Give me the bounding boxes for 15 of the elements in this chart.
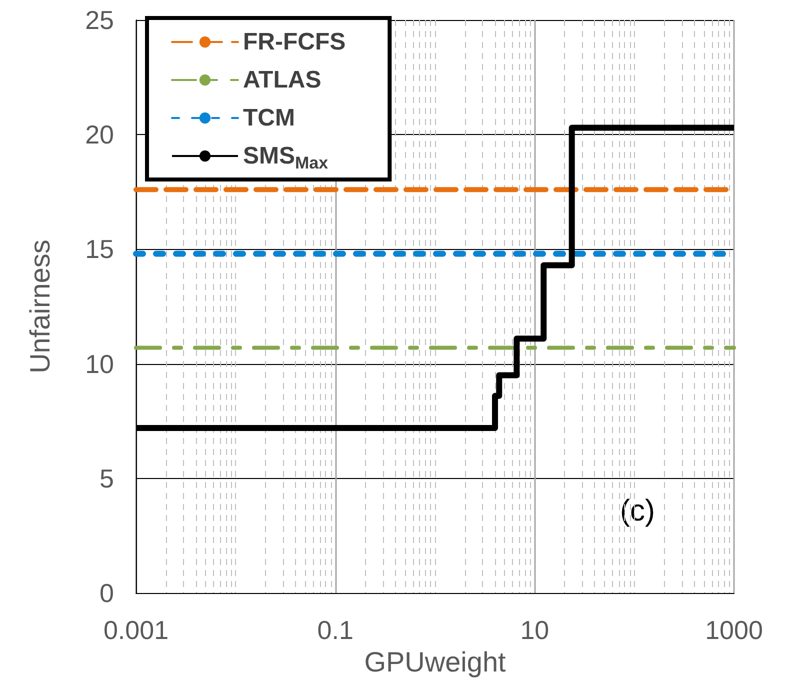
legend-label: ATLAS (243, 66, 322, 94)
x-axis-title: GPUweight (364, 646, 506, 678)
y-tick-label: 25 (85, 5, 114, 35)
legend-label: TCM (243, 104, 295, 132)
legend-label: FR-FCFS (243, 28, 346, 56)
y-tick-label: 10 (85, 348, 114, 379)
y-tick-label: 5 (100, 463, 114, 494)
y-tick-label: 15 (85, 234, 114, 264)
x-tick-label: 1000 (705, 615, 763, 645)
x-tick-label: 0.1 (317, 615, 354, 645)
y-axis-title: Unfairness (24, 240, 56, 374)
x-tick-label: 0.001 (103, 615, 169, 645)
x-tick-label: 10 (520, 615, 550, 645)
y-tick-label: 20 (85, 120, 114, 150)
y-tick-label: 0 (100, 578, 114, 608)
